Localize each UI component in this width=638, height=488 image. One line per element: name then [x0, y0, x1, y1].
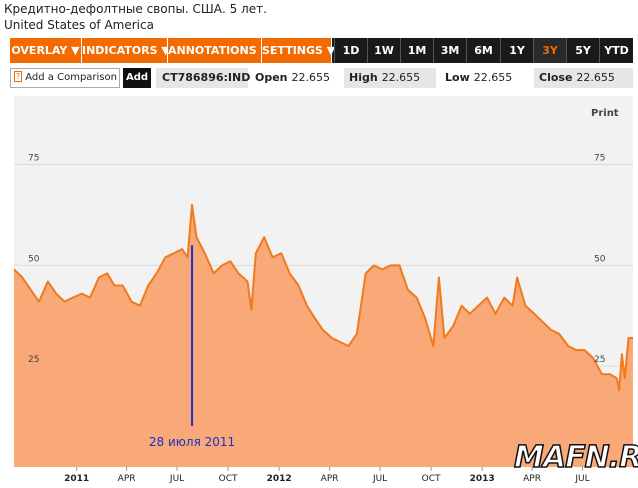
range-5y-button[interactable]: 5Y [566, 38, 599, 63]
watermark-logo: MAFN.RU [513, 440, 638, 476]
range-6m-button[interactable]: 6M [466, 38, 500, 63]
x-tick-label: OCT [422, 474, 441, 484]
x-tick-label: 2011 [64, 474, 89, 484]
x-axis: 2011 APR JUL OCT 2012 APR JUL OCT 2013 APR JUL [64, 467, 590, 484]
comparison-input[interactable]: ? Add a Comparison [10, 68, 120, 88]
range-ytd-button[interactable]: YTD [599, 38, 633, 63]
indicators-menu-button[interactable]: INDICATORS ▼ [82, 38, 170, 63]
chart-toolbar: OVERLAY ▼ INDICATORS ▼ ANNOTATIONS ▼ SET… [10, 38, 633, 63]
low-label: Low [445, 71, 470, 84]
y-axis-right: 75 50 25 [594, 154, 606, 366]
range-1m-button[interactable]: 1M [400, 38, 433, 63]
y-tick-left: 75 [28, 154, 39, 164]
y-tick-right: 25 [594, 355, 605, 365]
x-tick-label: APR [523, 474, 541, 484]
x-tick-label: JUL [169, 474, 184, 484]
range-1y-button[interactable]: 1Y [500, 38, 533, 63]
chart-title: Кредитно-дефолтные свопы. США. 5 лет. [4, 2, 267, 16]
x-tick-label: 2013 [470, 474, 495, 484]
x-tick-label: APR [118, 474, 136, 484]
quote-infobar: ? Add a Comparison Add CT786896:IND Open 2… [10, 68, 633, 90]
open-value: 22.655 [291, 71, 331, 84]
x-tick-label: JUL [574, 474, 589, 484]
y-tick-left: 25 [28, 355, 39, 365]
x-tick-label: JUL [372, 474, 387, 484]
high-value: 22.655 [381, 71, 421, 84]
high-label: High [349, 71, 378, 84]
comparison-placeholder: Add a Comparison [25, 72, 117, 83]
series-line [13, 203, 633, 392]
close-stat: Close 22.655 [534, 68, 633, 88]
y-tick-right: 75 [594, 154, 605, 164]
x-axis-band [14, 467, 633, 488]
overlay-menu-button[interactable]: OVERLAY ▼ [10, 38, 82, 63]
series-area [14, 204, 633, 467]
x-tick-label: APR [321, 474, 339, 484]
help-icon[interactable]: ? [14, 71, 23, 82]
x-tick-label: OCT [219, 474, 238, 484]
chart-subtitle: United States of America [4, 18, 154, 32]
x-tick-label: 2012 [267, 474, 292, 484]
range-1w-button[interactable]: 1W [367, 38, 400, 63]
low-stat: Low 22.655 [440, 68, 532, 88]
close-value: 22.655 [576, 71, 615, 84]
print-link[interactable]: Print [591, 108, 619, 119]
range-3y-button[interactable]: 3Y [533, 38, 566, 63]
annotations-menu-button[interactable]: ANNOTATIONS ▼ [168, 38, 269, 63]
range-1d-button[interactable]: 1D [334, 38, 367, 63]
ticker-symbol: CT786896:IND [156, 68, 250, 88]
open-stat: Open 22.655 [250, 68, 340, 88]
y-axis-left: 75 50 25 [28, 154, 40, 366]
low-value: 22.655 [473, 71, 513, 84]
y-tick-right: 50 [594, 254, 606, 264]
high-stat: High 22.655 [344, 68, 436, 88]
add-comparison-button[interactable]: Add [123, 68, 151, 88]
open-label: Open [255, 71, 288, 84]
range-3m-button[interactable]: 3M [433, 38, 466, 63]
y-tick-left: 50 [28, 254, 40, 264]
settings-menu-button[interactable]: SETTINGS ▼ [262, 38, 335, 63]
annotation-label: 28 июля 2011 [149, 435, 235, 449]
annotations: 28 июля 2011 [149, 245, 235, 449]
close-label: Close [539, 71, 573, 84]
